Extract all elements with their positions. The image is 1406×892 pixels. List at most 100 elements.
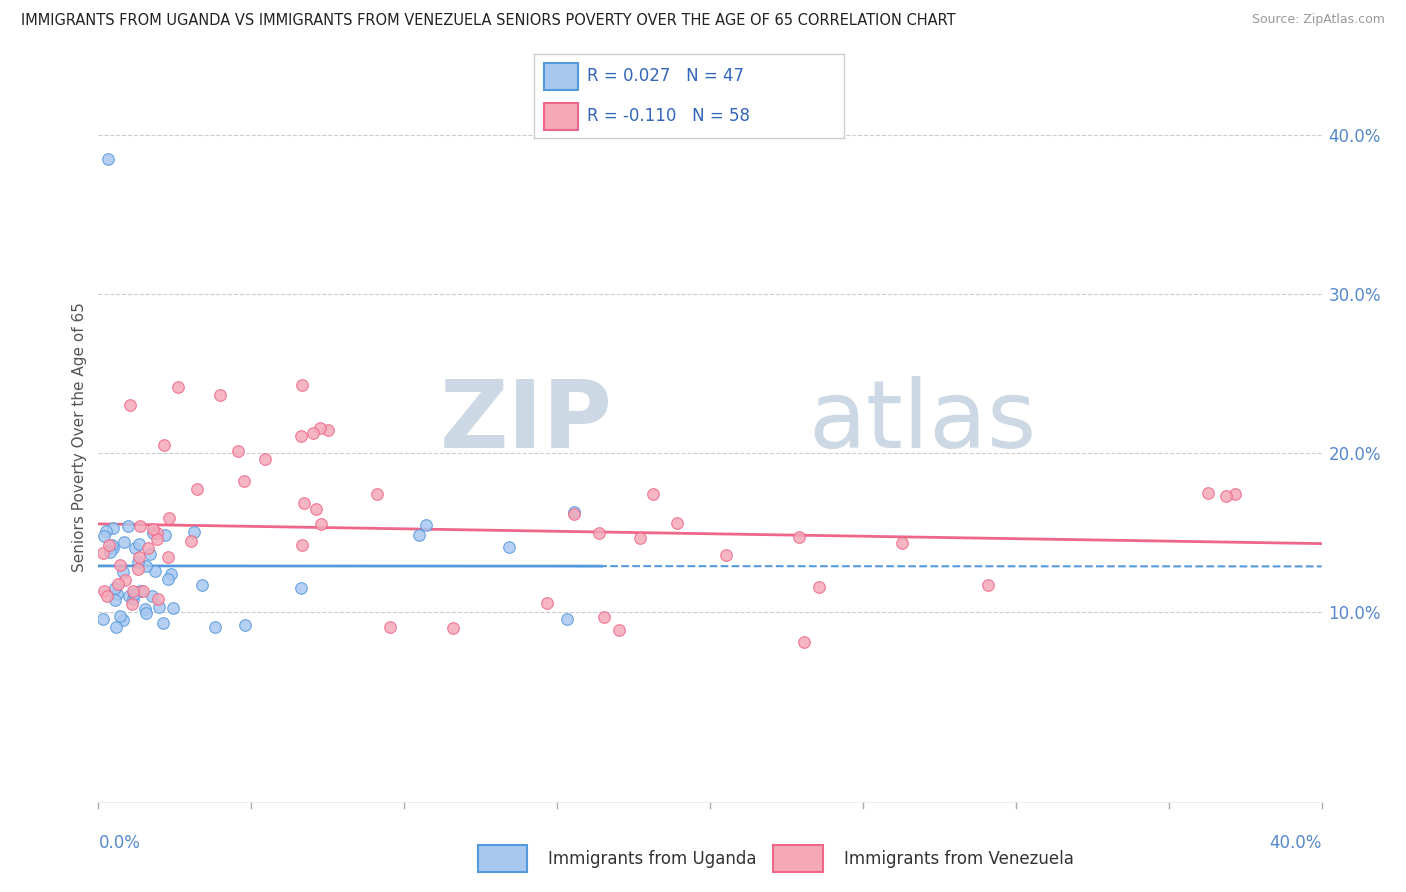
Point bbox=[665, 516, 688, 530]
Point bbox=[114, 573, 136, 587]
Point bbox=[98, 538, 121, 552]
Point bbox=[93, 529, 115, 543]
Point bbox=[166, 379, 188, 393]
Point bbox=[253, 451, 276, 466]
Point bbox=[118, 589, 141, 603]
Point bbox=[291, 539, 314, 553]
Point bbox=[110, 608, 132, 623]
Point bbox=[555, 612, 578, 626]
Point bbox=[107, 577, 129, 591]
Point bbox=[441, 621, 464, 635]
Point bbox=[1215, 489, 1237, 503]
Point bbox=[139, 547, 162, 561]
Point bbox=[290, 582, 312, 596]
Point bbox=[141, 589, 163, 603]
Point bbox=[91, 612, 114, 626]
Point bbox=[380, 620, 402, 634]
Point bbox=[100, 545, 122, 559]
Text: 0.0%: 0.0% bbox=[98, 834, 141, 852]
Point bbox=[316, 423, 339, 437]
FancyBboxPatch shape bbox=[544, 103, 578, 130]
Point bbox=[117, 519, 139, 533]
FancyBboxPatch shape bbox=[773, 845, 823, 872]
Point bbox=[233, 618, 256, 632]
Point bbox=[607, 623, 630, 637]
Point bbox=[112, 535, 135, 549]
Text: atlas: atlas bbox=[808, 376, 1036, 468]
Point bbox=[146, 525, 169, 540]
Point bbox=[190, 577, 212, 591]
Point bbox=[292, 496, 315, 510]
Point bbox=[1197, 486, 1219, 500]
Text: Immigrants from Uganda: Immigrants from Uganda bbox=[548, 849, 756, 868]
Point bbox=[152, 616, 174, 631]
Point bbox=[304, 501, 326, 516]
Point bbox=[101, 521, 124, 535]
Point bbox=[105, 620, 128, 634]
Point bbox=[93, 546, 115, 560]
Point bbox=[142, 522, 165, 536]
Point bbox=[415, 518, 437, 533]
Point bbox=[105, 587, 128, 601]
Point bbox=[136, 541, 159, 556]
Point bbox=[562, 507, 585, 521]
Point bbox=[183, 524, 205, 539]
Point bbox=[142, 525, 165, 540]
Point bbox=[100, 538, 122, 552]
Point bbox=[290, 428, 312, 442]
Text: Immigrants from Venezuela: Immigrants from Venezuela bbox=[844, 849, 1073, 868]
Point bbox=[134, 601, 156, 615]
Point bbox=[122, 591, 145, 606]
Point bbox=[143, 565, 166, 579]
Text: R = 0.027   N = 47: R = 0.027 N = 47 bbox=[586, 68, 744, 86]
Point bbox=[128, 518, 150, 533]
Point bbox=[641, 487, 664, 501]
Point bbox=[1223, 487, 1246, 501]
Point bbox=[127, 562, 149, 576]
Point bbox=[146, 592, 169, 607]
Point bbox=[180, 534, 202, 549]
Point bbox=[157, 549, 180, 564]
Point bbox=[153, 528, 176, 542]
Point bbox=[977, 578, 1000, 592]
Point bbox=[127, 555, 149, 569]
Point bbox=[146, 532, 169, 546]
Point bbox=[120, 399, 142, 413]
Point bbox=[108, 558, 131, 573]
Point bbox=[135, 559, 157, 574]
Text: 40.0%: 40.0% bbox=[1270, 834, 1322, 852]
Point bbox=[628, 531, 651, 545]
Point bbox=[121, 583, 143, 598]
Point bbox=[186, 482, 208, 496]
Point bbox=[101, 541, 124, 555]
FancyBboxPatch shape bbox=[478, 845, 527, 872]
Point bbox=[104, 581, 127, 595]
Point bbox=[593, 609, 616, 624]
Point bbox=[309, 420, 332, 434]
Point bbox=[135, 607, 157, 621]
Point bbox=[309, 517, 332, 532]
Point bbox=[104, 592, 127, 607]
Point bbox=[121, 597, 143, 611]
FancyBboxPatch shape bbox=[544, 62, 578, 90]
Text: R = -0.110   N = 58: R = -0.110 N = 58 bbox=[586, 107, 749, 125]
Y-axis label: Seniors Poverty Over the Age of 65: Seniors Poverty Over the Age of 65 bbox=[72, 302, 87, 572]
Point bbox=[131, 584, 153, 599]
Point bbox=[148, 600, 170, 615]
Point bbox=[129, 584, 152, 599]
Point bbox=[228, 444, 250, 458]
Point bbox=[93, 584, 115, 599]
Point bbox=[152, 438, 174, 452]
Point bbox=[209, 388, 232, 402]
Point bbox=[793, 635, 815, 649]
Point bbox=[204, 620, 226, 634]
Point bbox=[96, 589, 118, 603]
Point bbox=[162, 600, 184, 615]
Point bbox=[562, 505, 585, 519]
Point bbox=[291, 377, 314, 392]
Text: Source: ZipAtlas.com: Source: ZipAtlas.com bbox=[1251, 13, 1385, 27]
Point bbox=[124, 541, 146, 555]
Point bbox=[94, 524, 117, 538]
Point bbox=[111, 565, 134, 579]
Point bbox=[714, 549, 737, 563]
